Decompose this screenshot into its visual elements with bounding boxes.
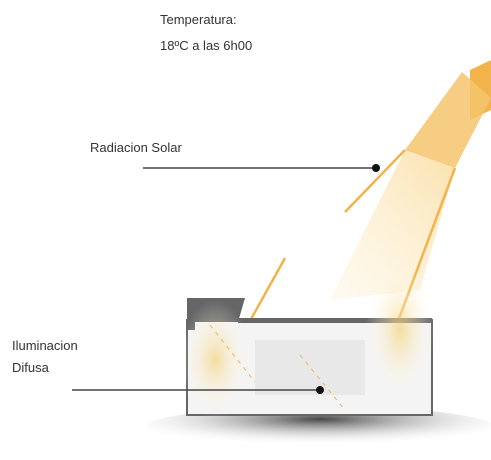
label: Iluminacion — [12, 338, 78, 353]
shadow — [145, 406, 491, 450]
temperature-title: Temperatura: — [160, 12, 237, 27]
label: Radiacion Solar — [90, 140, 182, 155]
temperature-value: 18ºC a las 6h00 — [160, 38, 252, 53]
roof — [238, 318, 432, 323]
glow — [365, 260, 435, 400]
glow — [180, 300, 250, 420]
leader-dot — [316, 386, 324, 394]
beam-edge — [344, 149, 406, 213]
leader-dot — [372, 164, 380, 172]
diffuse-ray — [299, 354, 346, 411]
room-back — [255, 340, 365, 395]
beam — [330, 150, 455, 300]
sun-ray — [405, 72, 491, 168]
diffuse-ray — [209, 324, 256, 383]
label: Difusa — [12, 360, 50, 375]
